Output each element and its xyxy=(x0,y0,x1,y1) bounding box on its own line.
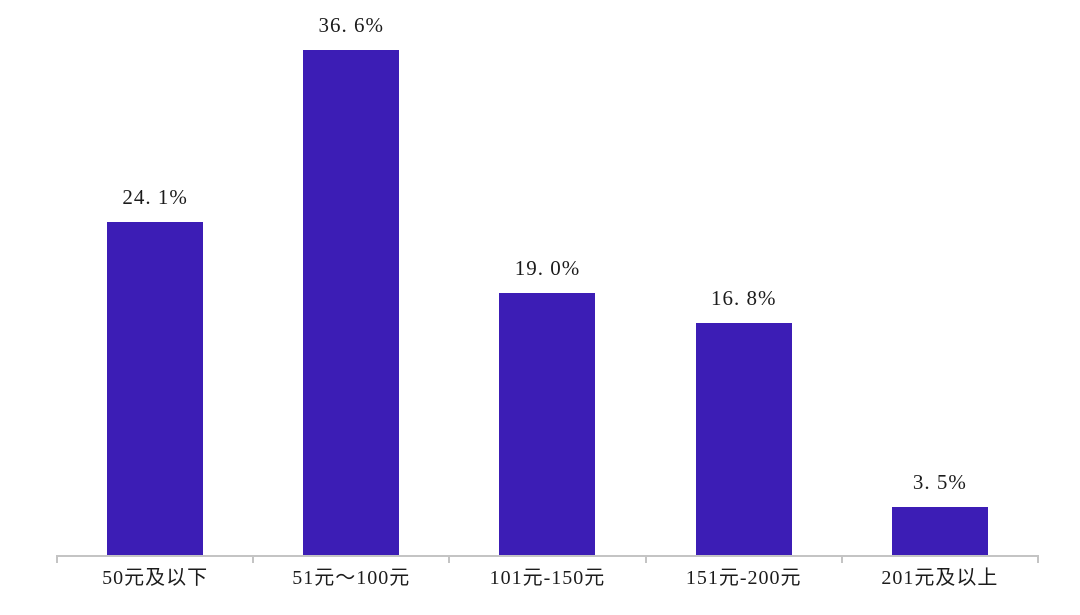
bar xyxy=(303,50,400,555)
bar-value-label: 19. 0% xyxy=(514,256,581,280)
bar-value-label: 16. 8% xyxy=(710,286,777,310)
bar-value-label: 24. 1% xyxy=(122,185,188,209)
x-axis-label: 51元～100元 xyxy=(292,567,411,589)
bar xyxy=(695,323,792,555)
bar-value-label: 3. 5% xyxy=(912,470,967,494)
bar xyxy=(499,293,596,555)
bar-column: 16. 8% xyxy=(646,0,842,555)
bar-value-label: 36. 6% xyxy=(318,13,385,37)
x-axis-label: 201元及以上 xyxy=(881,567,999,589)
x-axis-tick xyxy=(252,555,254,563)
x-axis-label: 101元-150元 xyxy=(489,567,606,589)
x-axis-label: 151元-200元 xyxy=(685,567,802,589)
bar-column: 36. 6% xyxy=(253,0,449,555)
x-axis-tick xyxy=(448,555,450,563)
x-axis-tick xyxy=(56,555,58,563)
bar xyxy=(107,222,204,555)
x-axis-tick xyxy=(1037,555,1039,563)
bar-column: 24. 1% xyxy=(57,0,253,555)
bar xyxy=(891,507,988,555)
bar-column: 3. 5% xyxy=(842,0,1038,555)
bar-column: 19. 0% xyxy=(449,0,645,555)
x-axis-tick xyxy=(645,555,647,563)
x-axis-tick xyxy=(841,555,843,563)
x-axis-label: 50元及以下 xyxy=(102,567,209,589)
x-axis-line xyxy=(57,555,1038,557)
